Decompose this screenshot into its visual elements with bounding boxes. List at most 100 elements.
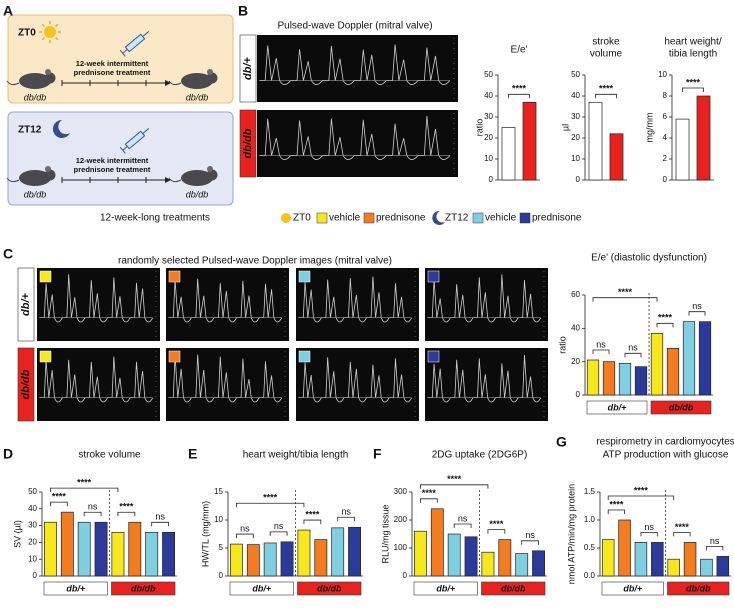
significance-bracket (682, 87, 704, 92)
row-label: db/+ (20, 292, 32, 315)
group-swatch (39, 270, 52, 283)
significance-label: **** (305, 509, 320, 519)
group-swatch (427, 270, 440, 283)
y-tick-label: 10 (571, 154, 580, 163)
bar (77, 521, 91, 577)
legend-label: prednisone (376, 213, 426, 224)
y-tick-label: 40 (571, 91, 580, 100)
chart-title: 2DG uptake (2DG6P) (432, 450, 528, 461)
bar (634, 366, 648, 396)
significance-bracket (337, 516, 355, 522)
treatment-text: prednisone treatment (74, 165, 151, 174)
y-tick-label: 50 (484, 70, 493, 79)
group-box (601, 581, 664, 596)
y-axis-label: HW/TL (mg/mm) (200, 501, 210, 567)
mouse-icon (44, 169, 56, 181)
chart-title: stroke (592, 37, 620, 48)
timeline-arrow (165, 177, 171, 183)
mouse-icon (206, 72, 218, 84)
doppler-trace (169, 278, 283, 323)
syringe-needle (119, 128, 150, 154)
legend-label: ZT0 (293, 213, 311, 224)
legend-icon (432, 210, 445, 225)
bar (464, 536, 478, 577)
group-label: db/db (686, 583, 711, 593)
mouse-tail (6, 177, 20, 183)
mouse-icon (45, 69, 51, 75)
bar (716, 556, 730, 577)
significance-bracket (420, 498, 438, 503)
sun-icon (44, 26, 56, 38)
row-label-box (239, 109, 257, 178)
significance-bracket (236, 502, 305, 508)
legend-title: 12-week-long treatments (100, 213, 210, 224)
legend-swatch (363, 212, 375, 224)
bar (331, 527, 345, 577)
significance-label: ns (88, 502, 98, 512)
y-axis-label: ratio (557, 336, 567, 354)
significance-bracket (624, 352, 642, 358)
group-label: db/db (669, 402, 694, 412)
doppler-trace (428, 274, 542, 323)
y-tick-label: 40 (28, 504, 37, 513)
mouse-icon (207, 166, 213, 172)
y-axis-label: µl (560, 124, 570, 131)
group-box (111, 581, 176, 596)
significance-label: **** (52, 492, 67, 502)
doppler-trace (40, 274, 154, 323)
significance-bracket (607, 509, 625, 514)
sun-ray (41, 23, 45, 27)
y-tick-label: 15 (214, 487, 223, 496)
legend-swatch (316, 212, 328, 224)
syringe-needle (119, 31, 150, 57)
group-box (481, 581, 546, 596)
mouse-label: db/db (24, 92, 47, 102)
doppler-trace (40, 356, 154, 403)
bar (532, 550, 545, 577)
sun-ray (55, 23, 59, 27)
bar (618, 362, 632, 396)
significance-label: **** (512, 84, 527, 94)
mouse-icon (206, 169, 218, 181)
bar (447, 533, 461, 577)
bar (588, 101, 603, 181)
mouse-tail (168, 80, 182, 86)
bar (666, 347, 680, 396)
significance-bracket (50, 487, 119, 493)
y-tick-label: 10 (484, 154, 493, 163)
y-tick-label: 40 (484, 91, 493, 100)
y-tick-label: 0 (576, 390, 581, 399)
bar (280, 541, 294, 577)
doppler-image (257, 35, 458, 102)
panel-label: A (3, 3, 13, 19)
bar (586, 359, 600, 396)
group-swatch (298, 350, 311, 363)
y-tick-label: 0 (33, 571, 38, 580)
significance-label: ns (341, 507, 351, 517)
mouse-icon (19, 170, 51, 186)
group-box (650, 400, 712, 415)
y-axis-label: RLU/mg tissue (380, 504, 390, 563)
doppler-trace (299, 276, 413, 323)
y-tick-label: 1.5 (584, 487, 596, 496)
y-tick-label: 50 (28, 487, 37, 496)
bar (682, 321, 696, 396)
row-label-box (17, 267, 35, 342)
doppler-trace (299, 357, 413, 403)
legend-label: vehicle (329, 213, 361, 224)
bar (430, 508, 444, 577)
significance-label: ns (525, 530, 535, 540)
significance-label: **** (77, 478, 92, 488)
panel-label: E (188, 446, 197, 462)
significance-bracket (640, 532, 658, 537)
significance-label: **** (675, 522, 690, 532)
significance-label: ns (240, 523, 250, 533)
group-swatch (168, 270, 181, 283)
bar (698, 321, 712, 396)
row-label: db/+ (242, 56, 254, 79)
bar (602, 361, 616, 396)
doppler-title: Pulsed-wave Doppler (mitral valve) (277, 21, 432, 32)
significance-bracket (453, 523, 472, 528)
mouse-tail (168, 177, 182, 183)
significance-label: **** (447, 474, 462, 484)
